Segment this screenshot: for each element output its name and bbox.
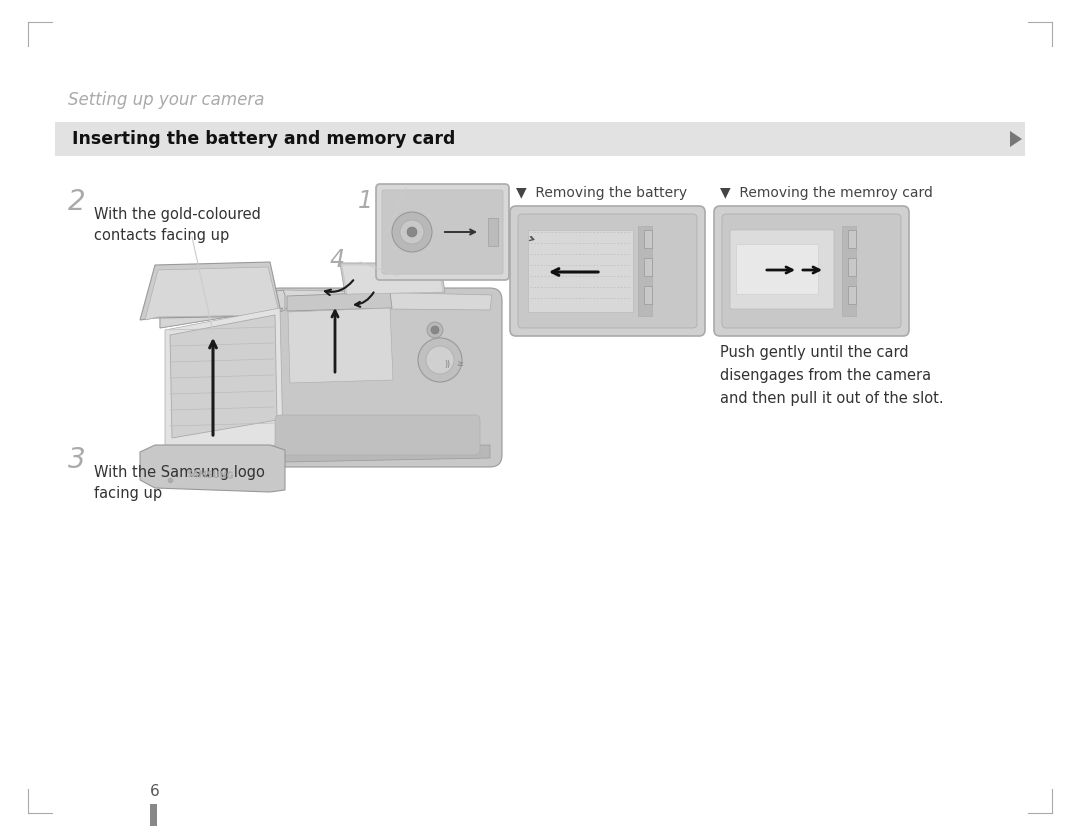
Polygon shape (160, 290, 492, 328)
Polygon shape (140, 445, 285, 492)
Circle shape (426, 346, 454, 374)
Bar (488, 218, 498, 246)
Text: )): )) (444, 360, 450, 368)
Polygon shape (340, 263, 445, 294)
Polygon shape (342, 265, 443, 294)
Polygon shape (170, 315, 276, 438)
FancyBboxPatch shape (730, 230, 834, 309)
Circle shape (400, 220, 424, 244)
FancyBboxPatch shape (510, 206, 705, 336)
FancyBboxPatch shape (518, 214, 697, 328)
FancyBboxPatch shape (376, 184, 509, 280)
Text: 3: 3 (68, 446, 85, 474)
Bar (150, 804, 157, 826)
FancyBboxPatch shape (382, 190, 503, 274)
Circle shape (392, 212, 432, 252)
FancyBboxPatch shape (644, 286, 652, 304)
FancyBboxPatch shape (644, 230, 652, 248)
Polygon shape (287, 292, 392, 311)
Text: With the Samsung logo
facing up: With the Samsung logo facing up (94, 465, 265, 501)
FancyBboxPatch shape (848, 230, 856, 248)
FancyBboxPatch shape (848, 286, 856, 304)
Text: Setting up your camera: Setting up your camera (68, 91, 265, 109)
Bar (638, 226, 652, 316)
FancyBboxPatch shape (275, 415, 480, 455)
FancyBboxPatch shape (268, 288, 502, 467)
Text: Push gently until the card
disengages from the camera
and then pull it out of th: Push gently until the card disengages fr… (720, 345, 944, 406)
Polygon shape (165, 308, 283, 448)
FancyBboxPatch shape (848, 258, 856, 276)
FancyBboxPatch shape (644, 258, 652, 276)
FancyBboxPatch shape (714, 206, 909, 336)
Bar (528, 230, 633, 312)
Text: With the gold-coloured
contacts facing up: With the gold-coloured contacts facing u… (94, 207, 261, 243)
Text: ▼  Removing the memroy card: ▼ Removing the memroy card (720, 186, 933, 200)
Polygon shape (140, 262, 280, 320)
Text: SAMSUNG: SAMSUNG (186, 469, 234, 480)
Text: Inserting the battery and memory card: Inserting the battery and memory card (72, 130, 456, 148)
Text: 4: 4 (330, 248, 345, 272)
FancyBboxPatch shape (735, 244, 818, 294)
Circle shape (407, 227, 417, 237)
Polygon shape (160, 290, 285, 328)
Polygon shape (1010, 131, 1022, 147)
Bar (842, 226, 856, 316)
Text: ≥: ≥ (457, 360, 463, 368)
Circle shape (418, 338, 462, 382)
Circle shape (427, 322, 443, 338)
Polygon shape (288, 308, 393, 383)
Text: ▼  Removing the battery: ▼ Removing the battery (516, 186, 687, 200)
Text: 2: 2 (68, 188, 85, 216)
Text: 6: 6 (150, 784, 160, 799)
Polygon shape (160, 445, 490, 462)
FancyBboxPatch shape (723, 214, 901, 328)
Bar (55, 122, 1025, 156)
Circle shape (431, 326, 438, 334)
Text: 1: 1 (357, 189, 373, 213)
Polygon shape (145, 267, 278, 320)
